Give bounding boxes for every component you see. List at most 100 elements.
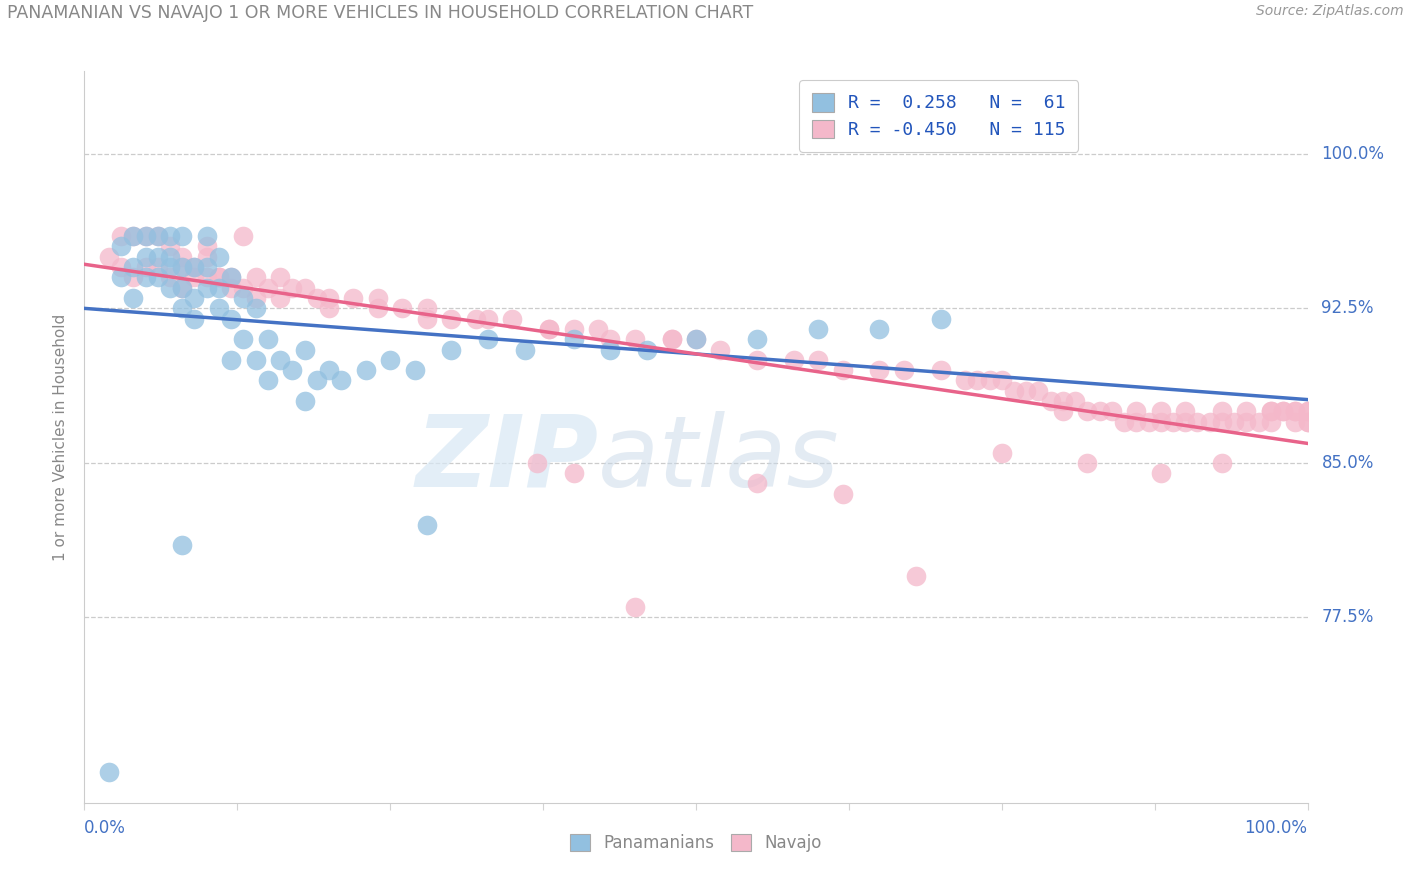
Point bbox=[501, 311, 523, 326]
Point bbox=[159, 250, 181, 264]
Point bbox=[219, 281, 242, 295]
Point bbox=[183, 260, 205, 274]
Point bbox=[624, 600, 647, 615]
Point bbox=[159, 260, 181, 274]
Point bbox=[159, 270, 181, 285]
Point bbox=[172, 538, 194, 552]
Point bbox=[1284, 404, 1306, 418]
Point bbox=[747, 476, 769, 491]
Point bbox=[538, 322, 561, 336]
Point bbox=[97, 250, 120, 264]
Point bbox=[1187, 415, 1209, 429]
Point bbox=[709, 343, 731, 357]
Point bbox=[477, 332, 499, 346]
Point bbox=[1015, 384, 1038, 398]
Point bbox=[195, 260, 218, 274]
Point bbox=[1161, 415, 1184, 429]
Point bbox=[208, 270, 231, 285]
Point bbox=[1002, 384, 1025, 398]
Text: 100.0%: 100.0% bbox=[1244, 820, 1308, 838]
Point bbox=[1260, 415, 1282, 429]
Text: Source: ZipAtlas.com: Source: ZipAtlas.com bbox=[1256, 4, 1403, 19]
Point bbox=[1052, 394, 1074, 409]
Point bbox=[661, 332, 683, 346]
Point bbox=[440, 343, 463, 357]
Point bbox=[245, 291, 267, 305]
Point bbox=[416, 517, 439, 532]
Point bbox=[636, 343, 658, 357]
Point bbox=[183, 311, 205, 326]
Point bbox=[219, 270, 242, 285]
Point bbox=[391, 301, 413, 316]
Point bbox=[195, 250, 218, 264]
Point bbox=[122, 229, 145, 244]
Point bbox=[1125, 415, 1147, 429]
Point bbox=[990, 445, 1012, 459]
Point bbox=[318, 301, 340, 316]
Point bbox=[562, 322, 585, 336]
Point bbox=[1272, 404, 1295, 418]
Point bbox=[562, 466, 585, 480]
Point bbox=[172, 260, 194, 274]
Point bbox=[1284, 404, 1306, 418]
Point bbox=[219, 270, 242, 285]
Point bbox=[305, 373, 328, 387]
Point bbox=[146, 260, 169, 274]
Point bbox=[257, 281, 280, 295]
Point bbox=[294, 343, 316, 357]
Point bbox=[269, 291, 291, 305]
Point bbox=[1247, 415, 1270, 429]
Point bbox=[135, 260, 157, 274]
Point bbox=[97, 764, 120, 779]
Point bbox=[586, 322, 609, 336]
Point bbox=[1211, 415, 1233, 429]
Point bbox=[1028, 384, 1050, 398]
Point bbox=[599, 343, 621, 357]
Point bbox=[110, 229, 132, 244]
Point bbox=[318, 291, 340, 305]
Text: 77.5%: 77.5% bbox=[1322, 608, 1374, 626]
Point bbox=[122, 291, 145, 305]
Point bbox=[1076, 404, 1098, 418]
Point bbox=[869, 363, 891, 377]
Point bbox=[538, 322, 561, 336]
Text: 92.5%: 92.5% bbox=[1322, 300, 1374, 318]
Point bbox=[685, 332, 707, 346]
Point bbox=[807, 352, 830, 367]
Point bbox=[183, 291, 205, 305]
Point bbox=[1150, 466, 1173, 480]
Point bbox=[354, 363, 377, 377]
Point bbox=[1211, 456, 1233, 470]
Point bbox=[159, 239, 181, 253]
Point bbox=[146, 229, 169, 244]
Point bbox=[929, 363, 952, 377]
Point bbox=[110, 270, 132, 285]
Point bbox=[159, 281, 181, 295]
Point bbox=[1260, 404, 1282, 418]
Point bbox=[1234, 404, 1257, 418]
Point bbox=[893, 363, 915, 377]
Text: 0.0%: 0.0% bbox=[84, 820, 127, 838]
Point bbox=[122, 260, 145, 274]
Point bbox=[135, 229, 157, 244]
Point bbox=[122, 270, 145, 285]
Point bbox=[661, 332, 683, 346]
Point bbox=[747, 352, 769, 367]
Point bbox=[966, 373, 988, 387]
Point bbox=[1150, 415, 1173, 429]
Point bbox=[1088, 404, 1111, 418]
Point bbox=[294, 281, 316, 295]
Point bbox=[1234, 415, 1257, 429]
Point bbox=[318, 363, 340, 377]
Point bbox=[232, 291, 254, 305]
Point bbox=[477, 311, 499, 326]
Text: 100.0%: 100.0% bbox=[1322, 145, 1385, 162]
Point bbox=[1174, 415, 1197, 429]
Point bbox=[1260, 404, 1282, 418]
Point bbox=[219, 311, 242, 326]
Point bbox=[232, 229, 254, 244]
Point bbox=[562, 332, 585, 346]
Point bbox=[599, 332, 621, 346]
Point bbox=[1125, 404, 1147, 418]
Point bbox=[208, 281, 231, 295]
